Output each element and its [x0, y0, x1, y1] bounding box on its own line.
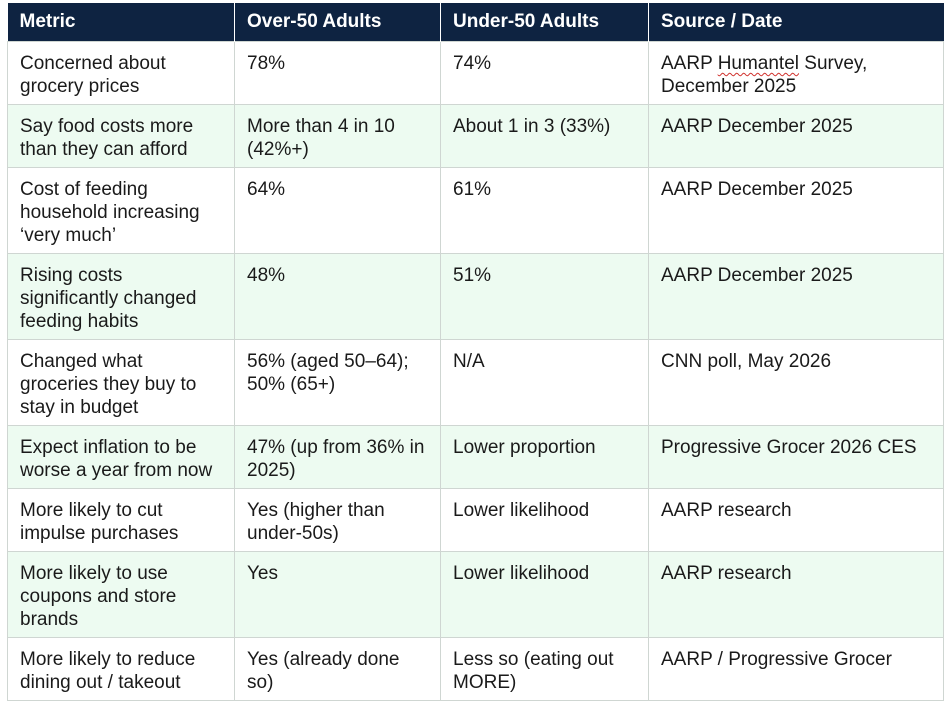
cell-source: AARP December 2025 [648, 253, 944, 340]
metrics-table: Metric Over-50 Adults Under-50 Adults So… [7, 3, 944, 701]
cell-over-50: 47% (up from 36% in 2025) [234, 425, 441, 489]
cell-metric: Expect inflation to be worse a year from… [7, 425, 235, 489]
cell-under-50: 51% [440, 253, 649, 340]
table-row: Changed what groceries they buy to stay … [7, 339, 944, 426]
table-row: More likely to use coupons and store bra… [7, 551, 944, 638]
cell-under-50: Lower likelihood [440, 488, 649, 552]
header-over-50: Over-50 Adults [234, 3, 441, 42]
cell-metric: More likely to use coupons and store bra… [7, 551, 235, 638]
cell-over-50: 78% [234, 41, 441, 105]
cell-over-50: Yes [234, 551, 441, 638]
header-under-50: Under-50 Adults [440, 3, 649, 42]
cell-under-50: About 1 in 3 (33%) [440, 104, 649, 168]
table-row: More likely to reduce dining out / takeo… [7, 637, 944, 701]
cell-metric: Say food costs more than they can afford [7, 104, 235, 168]
cell-source: AARP / Progressive Grocer [648, 637, 944, 701]
header-row: Metric Over-50 Adults Under-50 Adults So… [7, 3, 944, 42]
cell-metric: Concerned about grocery prices [7, 41, 235, 105]
cell-over-50: 64% [234, 167, 441, 254]
source-text-before: AARP [661, 53, 718, 74]
cell-metric: Cost of feeding household increasing ‘ve… [7, 167, 235, 254]
cell-over-50: 48% [234, 253, 441, 340]
spellcheck-flagged-word[interactable]: Humantel [717, 53, 800, 74]
table-row: More likely to cut impulse purchases Yes… [7, 488, 944, 552]
cell-metric: More likely to cut impulse purchases [7, 488, 235, 552]
cell-metric: More likely to reduce dining out / takeo… [7, 637, 235, 701]
cell-under-50: Less so (eating out MORE) [440, 637, 649, 701]
cell-metric: Changed what groceries they buy to stay … [7, 339, 235, 426]
cell-source: AARP Humantel Survey, December 2025 [648, 41, 944, 105]
cell-metric: Rising costs significantly changed feedi… [7, 253, 235, 340]
cell-under-50: Lower proportion [440, 425, 649, 489]
cell-over-50: Yes (higher than under-50s) [234, 488, 441, 552]
cell-source: AARP research [648, 488, 944, 552]
cell-under-50: 61% [440, 167, 649, 254]
cell-source: AARP December 2025 [648, 167, 944, 254]
cell-over-50: More than 4 in 10 (42%+) [234, 104, 441, 168]
cell-under-50: Lower likelihood [440, 551, 649, 638]
cell-under-50: N/A [440, 339, 649, 426]
cell-source: AARP December 2025 [648, 104, 944, 168]
table-row: Concerned about grocery prices 78% 74% A… [7, 41, 944, 105]
header-source-date: Source / Date [648, 3, 944, 42]
cell-under-50: 74% [440, 41, 649, 105]
cell-over-50: Yes (already done so) [234, 637, 441, 701]
cell-source: CNN poll, May 2026 [648, 339, 944, 426]
table-row: Cost of feeding household increasing ‘ve… [7, 167, 944, 254]
source-text-after: Survey, December 2025 [661, 53, 868, 97]
cell-source: AARP research [648, 551, 944, 638]
table-row: Rising costs significantly changed feedi… [7, 253, 944, 340]
table-row: Expect inflation to be worse a year from… [7, 425, 944, 489]
cell-over-50: 56% (aged 50–64); 50% (65+) [234, 339, 441, 426]
table-row: Say food costs more than they can afford… [7, 104, 944, 168]
cell-source: Progressive Grocer 2026 CES [648, 425, 944, 489]
header-metric: Metric [7, 3, 235, 42]
